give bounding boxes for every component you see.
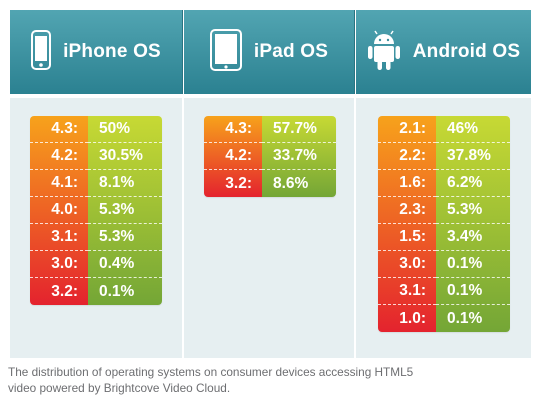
header-divider (354, 10, 355, 94)
version-label: 4.3: (30, 116, 88, 143)
android-os-title: Android OS (412, 41, 521, 62)
share-value: 6.2% (436, 170, 510, 197)
android-icon (367, 29, 401, 76)
version-label: 3.1: (378, 278, 436, 305)
version-column: 4.3: 4.2: 4.1: 4.0: 3.1: 3.0: 3.2: (30, 116, 88, 305)
ipad-os-table: 4.3: 4.2: 3.2: 57.7% 33.7% 8.6% (204, 116, 336, 197)
version-label: 3.0: (378, 251, 436, 278)
ipad-os-title: iPad OS (253, 41, 329, 62)
share-value: 0.1% (99, 282, 135, 300)
caption-line-1: The distribution of operating systems on… (8, 365, 414, 379)
share-value: 8.1% (88, 170, 162, 197)
android-os-header: Android OS (356, 10, 531, 94)
iphone-icon (31, 29, 52, 75)
iphone-os-table: 4.3: 4.2: 4.1: 4.0: 3.1: 3.0: 3.2: 50% 30.5% 8.1… (30, 116, 162, 305)
ipad-icon (209, 28, 242, 76)
share-column: 57.7% 33.7% 8.6% (262, 116, 336, 197)
version-label: 3.2: (51, 282, 78, 300)
version-label: 1.5: (378, 224, 436, 251)
ipad-os-header: iPad OS (184, 10, 354, 94)
version-label: 3.1: (30, 224, 88, 251)
share-value: 57.7% (262, 116, 336, 143)
version-label: 2.3: (378, 197, 436, 224)
share-value: 5.3% (436, 197, 510, 224)
version-label: 4.2: (30, 143, 88, 170)
share-value: 50% (88, 116, 162, 143)
share-value: 3.4% (436, 224, 510, 251)
version-label: 1.6: (378, 170, 436, 197)
version-label: 3.2: (225, 174, 252, 192)
version-label: 2.1: (378, 116, 436, 143)
share-value: 37.8% (436, 143, 510, 170)
share-value: 8.6% (273, 174, 309, 192)
share-value: 0.1% (447, 309, 483, 327)
version-label: 4.0: (30, 197, 88, 224)
version-label: 4.1: (30, 170, 88, 197)
iphone-os-header: iPhone OS (10, 10, 182, 94)
share-value: 5.3% (88, 224, 162, 251)
share-value: 0.4% (88, 251, 162, 278)
version-label: 1.0: (399, 309, 426, 327)
version-label: 3.0: (30, 251, 88, 278)
share-value: 0.1% (436, 278, 510, 305)
caption-line-2: video powered by Brightcove Video Cloud. (8, 381, 231, 395)
share-column: 50% 30.5% 8.1% 5.3% 5.3% 0.4% 0.1% (88, 116, 162, 305)
share-value: 33.7% (262, 143, 336, 170)
share-value: 0.1% (436, 251, 510, 278)
version-label: 4.2: (204, 143, 262, 170)
share-column: 46% 37.8% 6.2% 5.3% 3.4% 0.1% 0.1% 0.1% (436, 116, 510, 332)
header-divider (182, 10, 183, 94)
android-os-table: 2.1: 2.2: 1.6: 2.3: 1.5: 3.0: 3.1: 1.0: 46% 37.8… (378, 116, 510, 332)
version-label: 4.3: (204, 116, 262, 143)
share-value: 46% (436, 116, 510, 143)
version-column: 2.1: 2.2: 1.6: 2.3: 1.5: 3.0: 3.1: 1.0: (378, 116, 436, 332)
caption: The distribution of operating systems on… (8, 364, 528, 396)
share-value: 5.3% (88, 197, 162, 224)
share-value: 30.5% (88, 143, 162, 170)
version-column: 4.3: 4.2: 3.2: (204, 116, 262, 197)
iphone-os-title: iPhone OS (63, 41, 161, 62)
version-label: 2.2: (378, 143, 436, 170)
